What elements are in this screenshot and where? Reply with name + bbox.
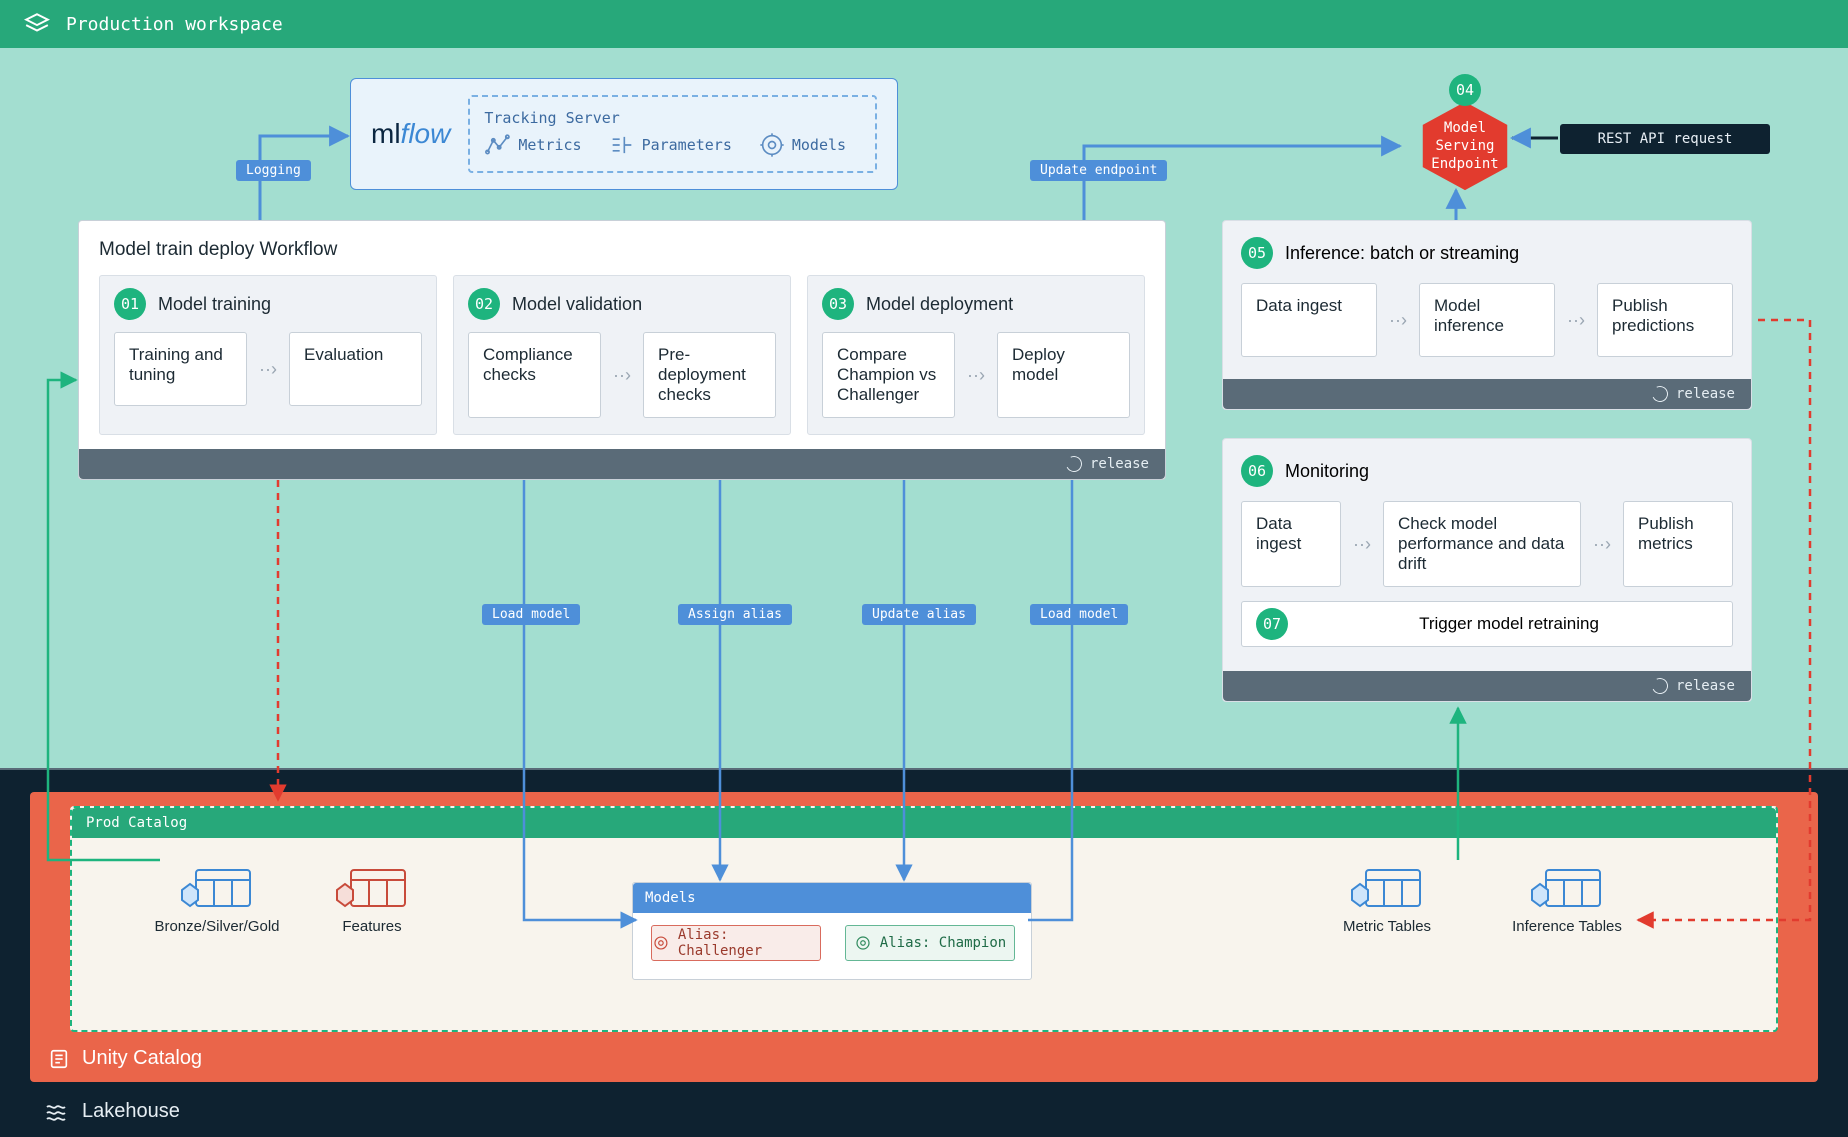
lakehouse-label: Lakehouse <box>44 1099 180 1123</box>
prod-catalog-body: Bronze/Silver/Gold Features Models Alias… <box>72 838 1776 1030</box>
data-features: Features <box>312 864 432 935</box>
step-publish-predictions: Publish predictions <box>1597 283 1733 357</box>
label-logging: Logging <box>236 160 311 181</box>
step-compare-champion: Compare Champion vs Challenger <box>822 332 955 418</box>
stage-title: Model training <box>158 294 271 315</box>
label-update-endpoint: Update endpoint <box>1030 160 1167 181</box>
step-deploy-model: Deploy model <box>997 332 1130 418</box>
label-update-alias: Update alias <box>862 604 976 625</box>
step-publish-metrics: Publish metrics <box>1623 501 1733 587</box>
trigger-retraining-row: 07 Trigger model retraining <box>1241 601 1733 647</box>
release-strip: release <box>79 449 1165 479</box>
panel-title: Inference: batch or streaming <box>1285 243 1519 264</box>
header-bar: Production workspace <box>0 0 1848 48</box>
parameters-item: Parameters <box>608 131 732 159</box>
header-title: Production workspace <box>66 14 283 35</box>
dotted-arrow-icon: ··› <box>1567 283 1585 357</box>
badge-04: 04 <box>1449 74 1481 106</box>
step-check-drift: Check model performance and data drift <box>1383 501 1581 587</box>
panel-monitoring: 06 Monitoring Data ingest ··› Check model… <box>1222 438 1752 702</box>
models-box: Models Alias: Challenger Alias: Champion <box>632 882 1032 980</box>
stage-title: Model deployment <box>866 294 1013 315</box>
prod-catalog: Prod Catalog Bronze/Silver/Gold Features <box>70 806 1778 1032</box>
dotted-arrow-icon: ··› <box>1389 283 1407 357</box>
step-training-tuning: Training and tuning <box>114 332 247 406</box>
release-strip: release <box>1223 379 1751 409</box>
data-metric-tables: Metric Tables <box>1312 864 1462 935</box>
models-header: Models <box>633 883 1031 913</box>
data-inference-tables: Inference Tables <box>1482 864 1652 935</box>
badge-07: 07 <box>1256 608 1288 640</box>
data-bronze-silver-gold: Bronze/Silver/Gold <box>132 864 302 935</box>
dotted-arrow-icon: ··› <box>613 332 631 418</box>
unity-catalog: Prod Catalog Bronze/Silver/Gold Features <box>30 792 1818 1082</box>
rest-api-pill: REST API request <box>1560 124 1770 154</box>
step-04-wrap: 04 Model Serving Endpoint <box>1400 80 1530 194</box>
mlflow-panel: mlflow Tracking Server Metrics Parameter… <box>350 78 898 190</box>
dotted-arrow-icon: ··› <box>259 332 277 406</box>
mlflow-logo: mlflow <box>371 118 450 150</box>
label-assign-alias: Assign alias <box>678 604 792 625</box>
badge-05: 05 <box>1241 237 1273 269</box>
badge-06: 06 <box>1241 455 1273 487</box>
stage-model-validation: 02 Model validation Compliance checks ··›… <box>453 275 791 435</box>
panel-inference: 05 Inference: batch or streaming Data ing… <box>1222 220 1752 410</box>
badge-02: 02 <box>468 288 500 320</box>
dotted-arrow-icon: ··› <box>967 332 985 418</box>
alias-challenger: Alias: Challenger <box>651 925 821 961</box>
trigger-label: Trigger model retraining <box>1300 614 1718 634</box>
badge-03: 03 <box>822 288 854 320</box>
step-predeploy-checks: Pre-deployment checks <box>643 332 776 418</box>
label-load-model-r: Load model <box>1030 604 1128 625</box>
stage-model-deployment: 03 Model deployment Compare Champion vs C… <box>807 275 1145 435</box>
models-item: Models <box>758 131 846 159</box>
panel-title: Monitoring <box>1285 461 1369 482</box>
label-load-model-l: Load model <box>482 604 580 625</box>
workflow-title: Model train deploy Workflow <box>99 239 1145 261</box>
stage-title: Model validation <box>512 294 642 315</box>
workflow-card: Model train deploy Workflow 01 Model trai… <box>78 220 1166 480</box>
tracking-title: Tracking Server <box>484 109 846 127</box>
unity-label: Unity Catalog <box>48 1047 202 1070</box>
lakehouse-region: Prod Catalog Bronze/Silver/Gold Features <box>0 768 1848 1137</box>
mlflow-logo-ml: ml <box>371 118 401 149</box>
step-compliance: Compliance checks <box>468 332 601 418</box>
hex-label: Model Serving Endpoint <box>1417 98 1513 194</box>
step-data-ingest-06: Data ingest <box>1241 501 1341 587</box>
metrics-item: Metrics <box>484 131 581 159</box>
dotted-arrow-icon: ··› <box>1593 501 1611 587</box>
dotted-arrow-icon: ··› <box>1353 501 1371 587</box>
stack-icon <box>24 11 50 37</box>
step-evaluation: Evaluation <box>289 332 422 406</box>
step-model-inference: Model inference <box>1419 283 1555 357</box>
workflow-stages-row: 01 Model training Training and tuning ··›… <box>99 275 1145 435</box>
release-strip: release <box>1223 671 1751 701</box>
serving-endpoint-hex: Model Serving Endpoint <box>1417 98 1513 194</box>
stage-model-training: 01 Model training Training and tuning ··›… <box>99 275 437 435</box>
tracking-server-box: Tracking Server Metrics Parameters Model… <box>468 95 877 173</box>
mlflow-logo-flow: flow <box>401 118 451 149</box>
alias-champion: Alias: Champion <box>845 925 1015 961</box>
prod-catalog-header: Prod Catalog <box>72 808 1776 838</box>
step-data-ingest-05: Data ingest <box>1241 283 1377 357</box>
badge-01: 01 <box>114 288 146 320</box>
